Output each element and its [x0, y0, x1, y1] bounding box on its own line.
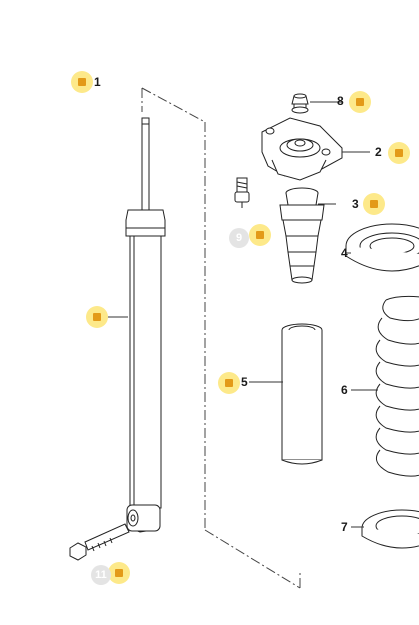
assembly-dash-outline: [141, 87, 301, 589]
callout-8: 8: [337, 94, 344, 108]
hotspot-marker-1[interactable]: [71, 71, 93, 93]
lower-spring-seat: [361, 509, 419, 549]
hotspot-marker-3[interactable]: [363, 193, 385, 215]
leader-lines: [106, 101, 378, 528]
top-nut: [291, 93, 309, 114]
hotspot-marker-5[interactable]: [218, 372, 240, 394]
hotspot-marker-11[interactable]: [108, 562, 130, 584]
mount-bolt: [234, 177, 250, 208]
shock-absorber: [125, 117, 166, 533]
callout-7: 7: [341, 520, 348, 534]
hotspot-marker-8[interactable]: [349, 91, 371, 113]
callout-6: 6: [341, 383, 348, 397]
callout-2: 2: [375, 145, 382, 159]
ghost-label-11: 11: [91, 565, 111, 585]
hotspot-marker-9[interactable]: [249, 224, 271, 246]
hotspot-marker-shock-body[interactable]: [86, 306, 108, 328]
hotspot-marker-2[interactable]: [388, 142, 410, 164]
bump-stop: [279, 187, 325, 284]
upper-spring-seat: [345, 223, 419, 272]
callout-3: 3: [352, 197, 359, 211]
top-mount: [261, 117, 343, 181]
callout-5: 5: [241, 375, 248, 389]
ghost-label-9: 9: [229, 228, 249, 248]
bottom-bolt: [69, 523, 130, 561]
callout-1: 1: [94, 75, 101, 89]
dust-boot: [281, 323, 323, 465]
coil-spring: [375, 295, 419, 477]
callout-4: 4: [341, 246, 348, 260]
